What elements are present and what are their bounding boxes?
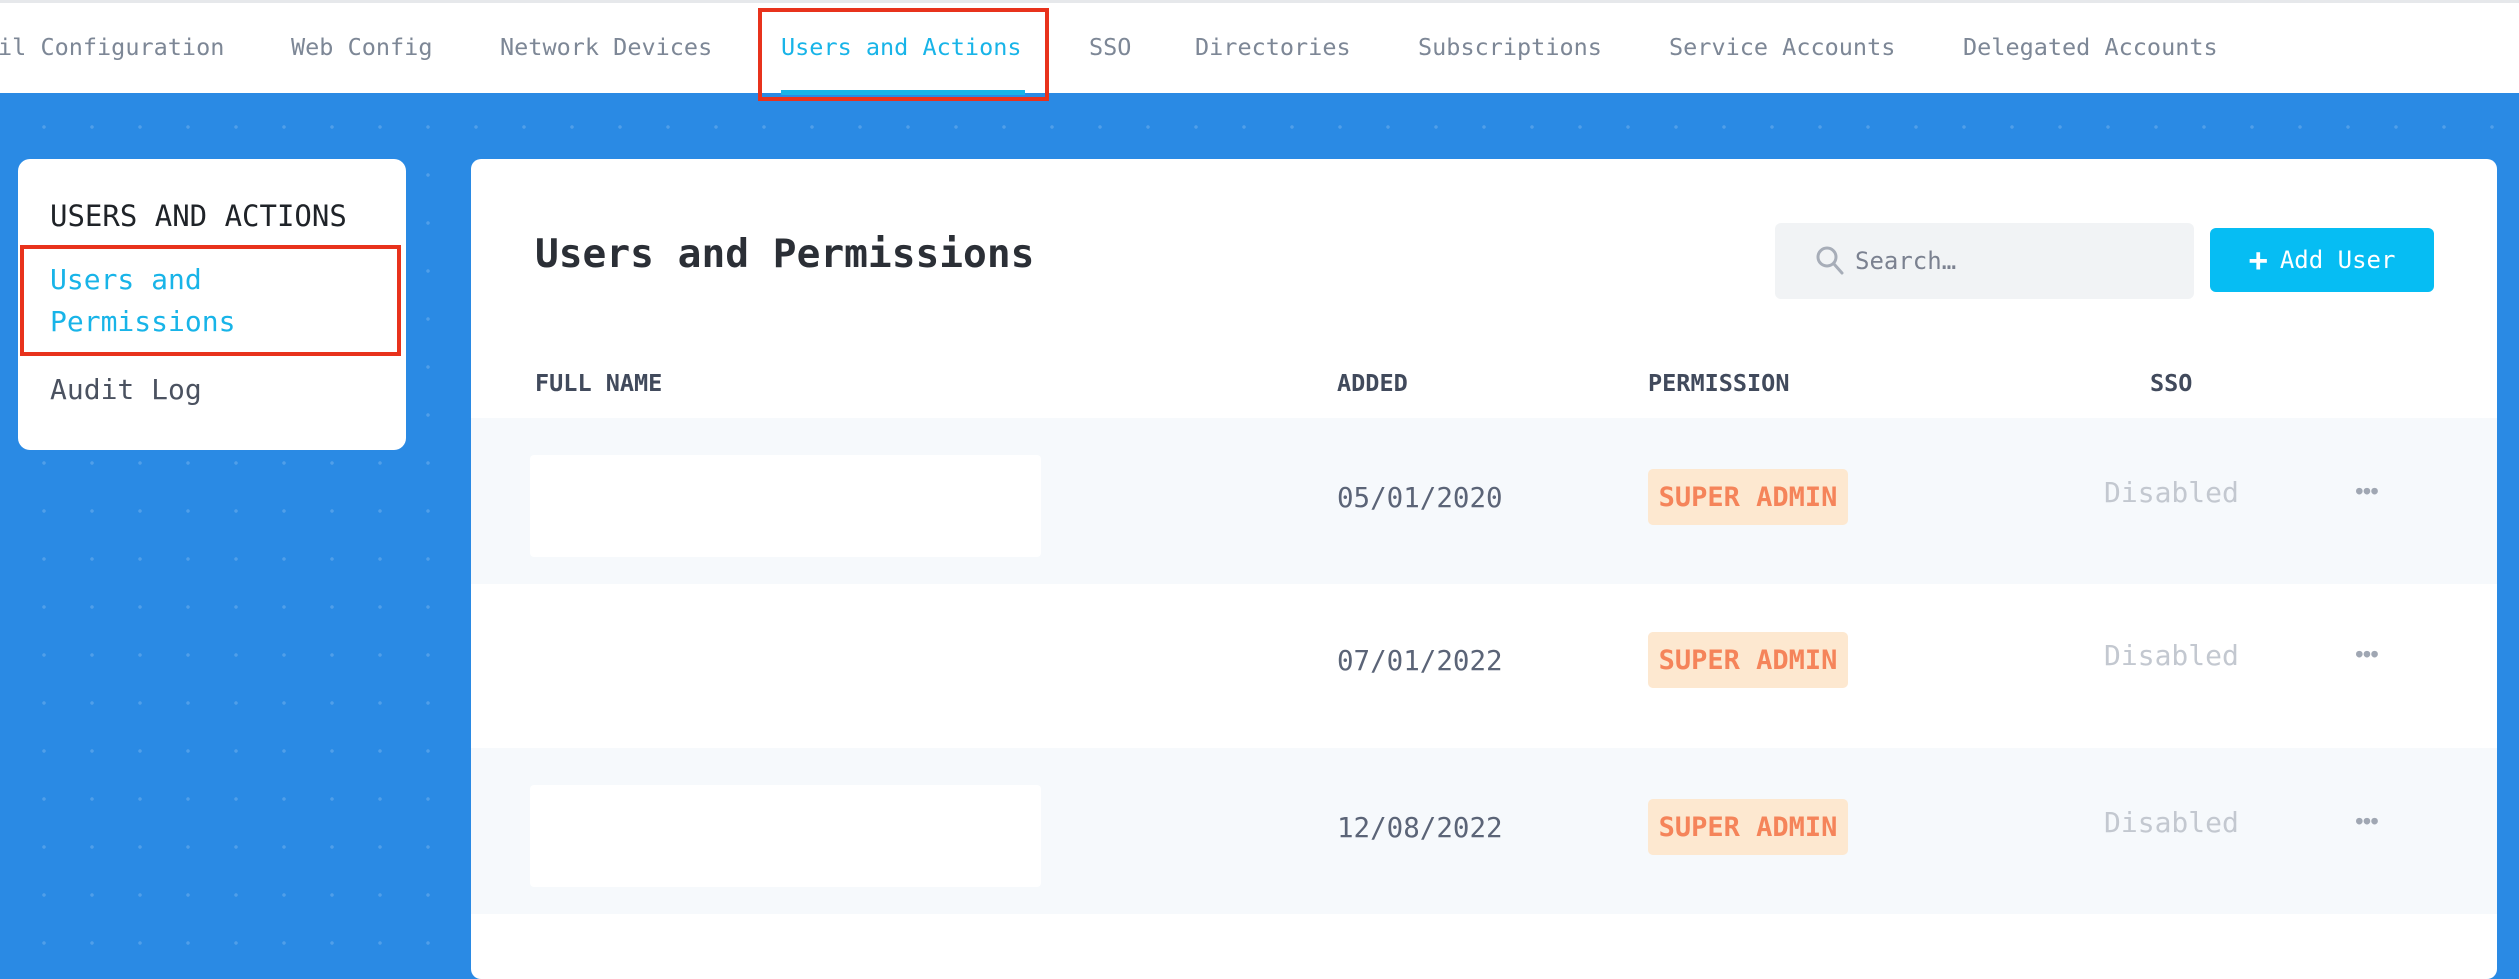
users-panel: Users and Permissions + Add User FULL NA… — [471, 159, 2497, 979]
added-date: 05/01/2020 — [1337, 482, 1503, 514]
sso-status: Disabled — [2104, 476, 2239, 509]
more-options-icon[interactable]: ●●● — [2356, 647, 2379, 660]
tab-sso[interactable]: SSO — [1089, 33, 1132, 61]
added-date: 07/01/2022 — [1337, 645, 1503, 677]
tab-users-and-actions[interactable]: Users and Actions — [781, 33, 1022, 61]
active-tab-underline — [781, 90, 1025, 95]
sidebar-item-users-and-permissions[interactable]: Users and Permissions — [50, 263, 236, 338]
full-name-cell — [530, 455, 1041, 557]
tab-delegated-accounts[interactable]: Delegated Accounts — [1963, 33, 2218, 61]
table-row[interactable]: 07/01/2022 SUPER ADMIN Disabled ●●● — [471, 581, 2497, 747]
sidebar-item-audit-log[interactable]: Audit Log — [50, 373, 202, 406]
permission-badge: SUPER ADMIN — [1648, 799, 1848, 855]
highlight-box-sidebar — [20, 245, 401, 356]
page-title: Users and Permissions — [535, 231, 1035, 277]
tab-web-config[interactable]: Web Config — [291, 33, 433, 61]
search-input[interactable] — [1855, 223, 2175, 299]
column-header-full-name[interactable]: FULL NAME — [535, 369, 663, 397]
permission-badge: SUPER ADMIN — [1648, 632, 1848, 688]
more-options-icon[interactable]: ●●● — [2356, 484, 2379, 497]
sso-status: Disabled — [2104, 639, 2239, 672]
add-user-label: Add User — [2279, 246, 2396, 274]
permission-badge: SUPER ADMIN — [1648, 469, 1848, 525]
tab-directories[interactable]: Directories — [1195, 33, 1351, 61]
more-options-icon[interactable]: ●●● — [2356, 814, 2379, 827]
tab-email-configuration[interactable]: il Configuration — [0, 33, 225, 61]
sso-status: Disabled — [2104, 806, 2239, 839]
tab-network-devices[interactable]: Network Devices — [500, 33, 713, 61]
add-user-button[interactable]: + Add User — [2210, 228, 2434, 292]
top-nav: il Configuration Web Config Network Devi… — [0, 0, 2519, 95]
column-header-added[interactable]: ADDED — [1337, 369, 1408, 397]
table-row[interactable]: 12/08/2022 SUPER ADMIN Disabled ●●● — [471, 748, 2497, 914]
sidebar: USERS AND ACTIONS Users and Permissions … — [18, 159, 406, 450]
full-name-cell — [530, 785, 1041, 887]
search-icon — [1816, 246, 1844, 275]
plus-icon: + — [2248, 241, 2268, 279]
tab-subscriptions[interactable]: Subscriptions — [1418, 33, 1602, 61]
highlight-box-tab — [758, 8, 1049, 101]
sidebar-heading: USERS AND ACTIONS — [50, 199, 347, 233]
tab-service-accounts[interactable]: Service Accounts — [1669, 33, 1896, 61]
column-header-permission[interactable]: PERMISSION — [1648, 369, 1790, 397]
table-row[interactable]: 05/01/2020 SUPER ADMIN Disabled ●●● — [471, 418, 2497, 584]
added-date: 12/08/2022 — [1337, 812, 1503, 844]
search-box — [1775, 223, 2194, 299]
column-header-sso[interactable]: SSO — [2150, 369, 2193, 397]
